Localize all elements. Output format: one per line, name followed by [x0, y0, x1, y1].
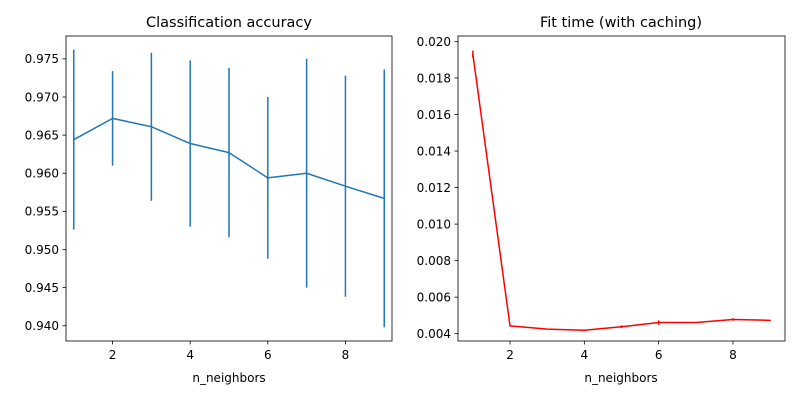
- accuracy-x-tick-label: 4: [186, 348, 194, 362]
- fit-time-y-tick-label: 0.008: [417, 254, 451, 268]
- fit-time-y-tick-label: 0.016: [417, 108, 451, 122]
- fit-time-chart-title: Fit time (with caching): [540, 15, 702, 31]
- accuracy-y-tick-label: 0.960: [25, 167, 59, 181]
- accuracy-x-axis-label: n_neighbors: [192, 371, 265, 385]
- accuracy-y-tick-label: 0.950: [25, 243, 59, 257]
- accuracy-x-tick-label: 6: [264, 348, 272, 362]
- fit-time-x-tick-label: 2: [506, 348, 514, 362]
- accuracy-y-tick-label: 0.975: [25, 52, 59, 66]
- fit-time-y-tick-label: 0.018: [417, 71, 451, 85]
- accuracy-y-tick-label: 0.970: [25, 90, 59, 104]
- accuracy-plot-frame: [65, 35, 393, 342]
- fit-time-y-tick-label: 0.004: [417, 327, 451, 341]
- fit-time-x-axis-label: n_neighbors: [584, 371, 657, 385]
- accuracy-y-tick-label: 0.945: [25, 281, 59, 295]
- fit-time-x-tick-label: 8: [729, 348, 737, 362]
- accuracy-chart-title: Classification accuracy: [146, 15, 312, 31]
- fit-time-x-tick-label: 4: [581, 348, 589, 362]
- accuracy-y-tick-label: 0.965: [25, 128, 59, 142]
- fit-time-x-tick-label: 6: [655, 348, 663, 362]
- fit-time-y-tick-label: 0.010: [417, 217, 451, 231]
- fit-time-y-tick-label: 0.014: [417, 144, 451, 158]
- accuracy-panel: Classification accuracy n_neighbors 2 4 6 8…: [25, 15, 393, 385]
- fit-time-y-tick-label: 0.012: [417, 181, 451, 195]
- fit-time-panel: Fit time (with caching) n_neighbors 2 4 6 8…: [417, 15, 786, 385]
- accuracy-series-line: [73, 117, 385, 200]
- fit-time-y-tick-label: 0.020: [417, 35, 451, 49]
- accuracy-x-tick-label: 8: [342, 348, 350, 362]
- fit-time-plot-frame: [457, 35, 786, 342]
- fit-time-y-tick-label: 0.006: [417, 290, 451, 304]
- fit-time-series-line: [472, 54, 771, 331]
- accuracy-y-tick-label: 0.940: [25, 319, 59, 333]
- accuracy-x-tick-label: 2: [109, 348, 117, 362]
- accuracy-y-tick-label: 0.955: [25, 205, 59, 219]
